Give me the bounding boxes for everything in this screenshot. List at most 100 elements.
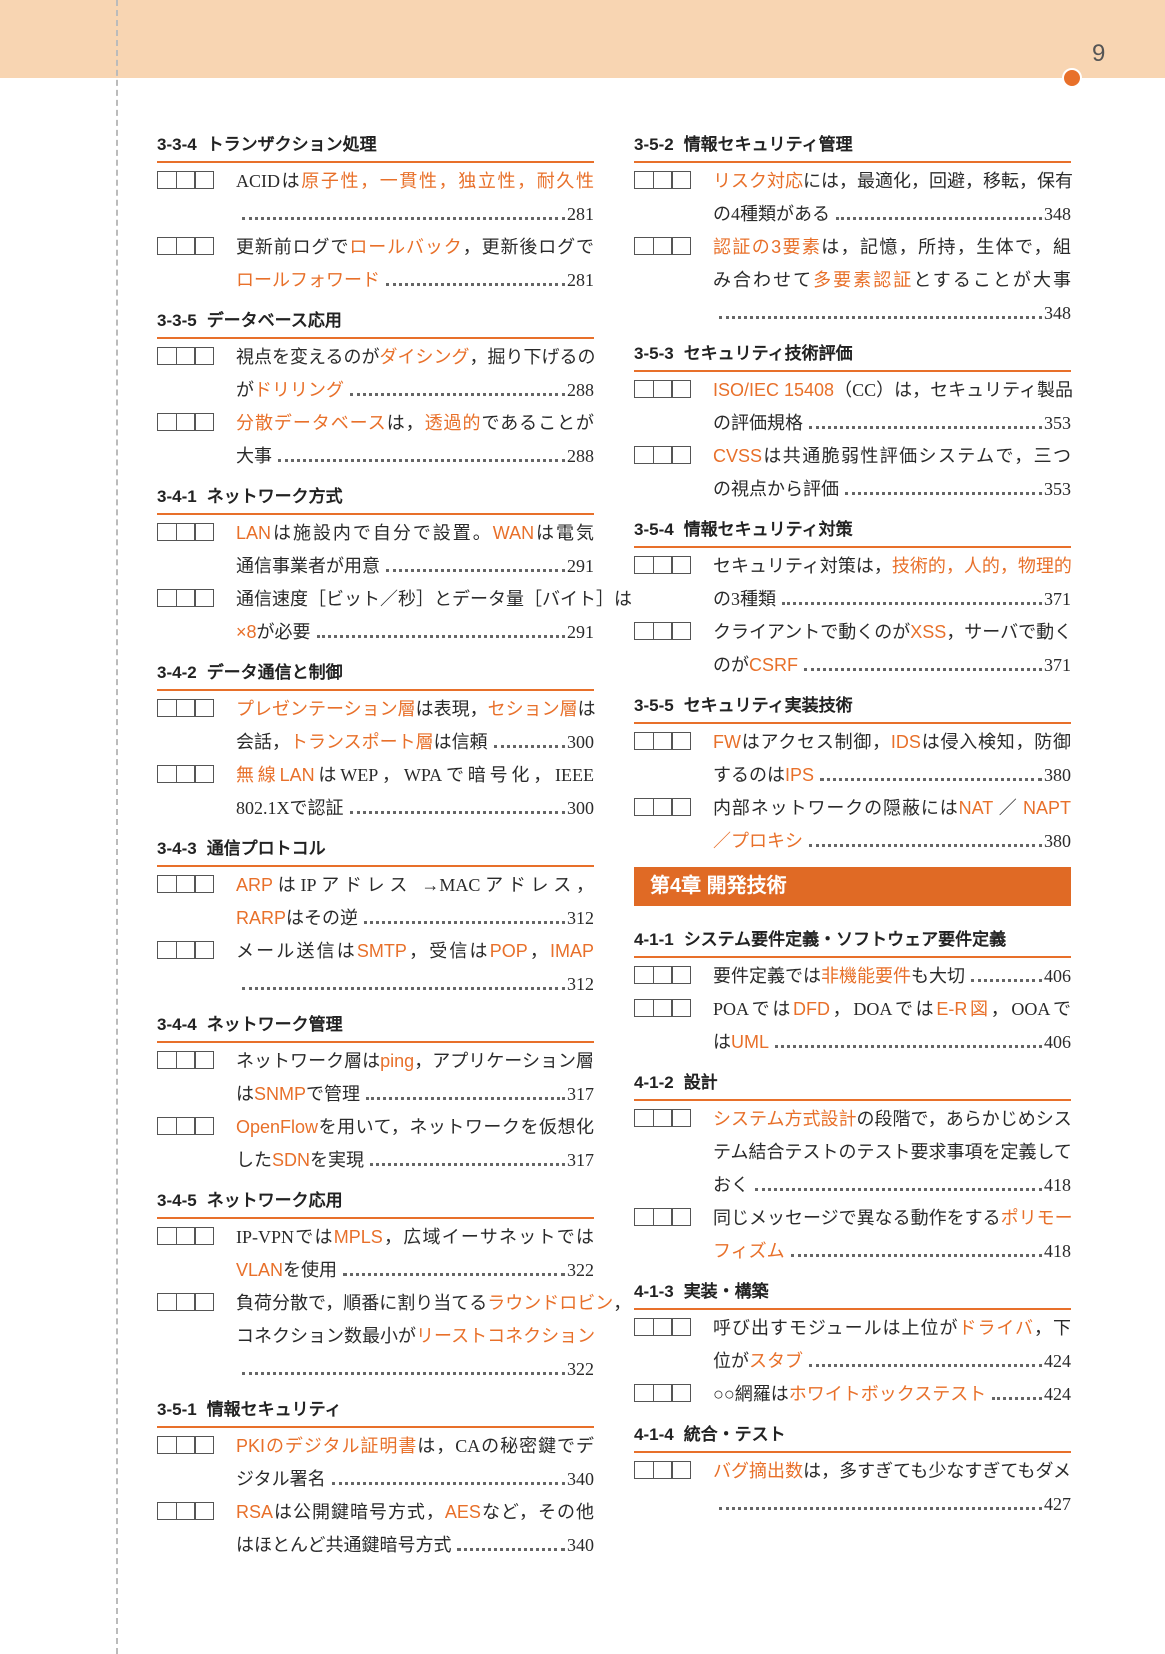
item-text: であることが xyxy=(481,413,594,433)
checkbox[interactable] xyxy=(634,237,654,255)
checkbox[interactable] xyxy=(634,1208,654,1226)
checkbox[interactable] xyxy=(194,699,214,717)
checkbox[interactable] xyxy=(194,765,214,783)
checkbox[interactable] xyxy=(157,347,177,365)
checkbox[interactable] xyxy=(652,171,673,189)
checkbox[interactable] xyxy=(157,523,177,541)
checkbox[interactable] xyxy=(175,523,196,541)
checkbox[interactable] xyxy=(157,237,177,255)
checkbox[interactable] xyxy=(634,556,654,574)
checkbox[interactable] xyxy=(634,999,654,1017)
item-text: セキュリティ対策は， xyxy=(713,556,892,576)
checkbox[interactable] xyxy=(175,1051,196,1069)
checkbox[interactable] xyxy=(671,556,691,574)
checkbox[interactable] xyxy=(175,1227,196,1245)
checkbox[interactable] xyxy=(194,1117,214,1135)
checkboxes xyxy=(157,941,214,959)
checkbox[interactable] xyxy=(652,556,673,574)
checkbox[interactable] xyxy=(671,237,691,255)
checkbox[interactable] xyxy=(157,875,177,893)
checkbox[interactable] xyxy=(157,1502,177,1520)
checkbox[interactable] xyxy=(175,1293,196,1311)
checkbox[interactable] xyxy=(194,941,214,959)
checkbox[interactable] xyxy=(652,1461,673,1479)
checkbox[interactable] xyxy=(194,347,214,365)
checkbox[interactable] xyxy=(634,732,654,750)
checkbox[interactable] xyxy=(671,999,691,1017)
checkbox[interactable] xyxy=(194,875,214,893)
checkbox[interactable] xyxy=(671,380,691,398)
checkbox[interactable] xyxy=(175,1502,196,1520)
checkbox[interactable] xyxy=(194,523,214,541)
checkbox[interactable] xyxy=(652,999,673,1017)
checkbox[interactable] xyxy=(194,413,214,431)
checkbox[interactable] xyxy=(175,589,196,607)
checkbox[interactable] xyxy=(175,875,196,893)
checkbox[interactable] xyxy=(175,699,196,717)
checkbox[interactable] xyxy=(671,1318,691,1336)
checkbox[interactable] xyxy=(194,1227,214,1245)
checkbox[interactable] xyxy=(194,1293,214,1311)
checkbox[interactable] xyxy=(671,622,691,640)
checkbox[interactable] xyxy=(634,171,654,189)
checkbox[interactable] xyxy=(194,1436,214,1454)
checkbox[interactable] xyxy=(175,237,196,255)
checkbox[interactable] xyxy=(671,798,691,816)
checkbox[interactable] xyxy=(634,1318,654,1336)
checkbox[interactable] xyxy=(634,446,654,464)
checkbox[interactable] xyxy=(175,413,196,431)
checkbox[interactable] xyxy=(157,941,177,959)
checkbox[interactable] xyxy=(652,237,673,255)
checkbox[interactable] xyxy=(157,171,177,189)
checkbox[interactable] xyxy=(157,1051,177,1069)
keyword-highlight: CVSS xyxy=(713,446,763,466)
checkbox[interactable] xyxy=(634,798,654,816)
checkbox[interactable] xyxy=(194,589,214,607)
checkbox[interactable] xyxy=(175,1436,196,1454)
checkbox[interactable] xyxy=(634,622,654,640)
checkbox[interactable] xyxy=(194,1502,214,1520)
checkbox[interactable] xyxy=(652,380,673,398)
checkbox[interactable] xyxy=(194,237,214,255)
checkbox[interactable] xyxy=(157,765,177,783)
checkbox[interactable] xyxy=(652,1208,673,1226)
checkbox[interactable] xyxy=(157,1227,177,1245)
checkbox[interactable] xyxy=(175,347,196,365)
checkbox[interactable] xyxy=(175,171,196,189)
checkbox[interactable] xyxy=(634,1384,654,1402)
checkbox[interactable] xyxy=(157,1436,177,1454)
checkbox[interactable] xyxy=(671,446,691,464)
checklist-item: クライアントで動くのがXSS，サーバで動く のが CSRF 371 xyxy=(634,616,1072,682)
checkbox[interactable] xyxy=(671,1208,691,1226)
checkbox[interactable] xyxy=(671,171,691,189)
checkbox[interactable] xyxy=(671,1384,691,1402)
checkbox[interactable] xyxy=(634,1461,654,1479)
checkbox[interactable] xyxy=(157,1293,177,1311)
checkbox[interactable] xyxy=(157,589,177,607)
checkbox[interactable] xyxy=(175,765,196,783)
checkbox[interactable] xyxy=(652,622,673,640)
checkbox[interactable] xyxy=(652,732,673,750)
checkbox[interactable] xyxy=(157,699,177,717)
checkbox[interactable] xyxy=(194,171,214,189)
checkbox[interactable] xyxy=(652,446,673,464)
checkbox[interactable] xyxy=(175,941,196,959)
checkbox[interactable] xyxy=(157,413,177,431)
checkbox[interactable] xyxy=(157,1117,177,1135)
checkbox[interactable] xyxy=(671,1461,691,1479)
checkbox[interactable] xyxy=(671,966,691,984)
checkbox[interactable] xyxy=(671,732,691,750)
checkbox[interactable] xyxy=(175,1117,196,1135)
checkbox[interactable] xyxy=(652,1109,673,1127)
checkbox[interactable] xyxy=(634,966,654,984)
checkbox[interactable] xyxy=(194,1051,214,1069)
checkbox[interactable] xyxy=(652,798,673,816)
checkbox[interactable] xyxy=(652,966,673,984)
checkbox[interactable] xyxy=(634,1109,654,1127)
checkbox[interactable] xyxy=(671,1109,691,1127)
keyword-highlight: リスク対応 xyxy=(713,171,803,191)
checkbox[interactable] xyxy=(652,1318,673,1336)
checkbox[interactable] xyxy=(652,1384,673,1402)
checkbox[interactable] xyxy=(634,380,654,398)
item-line: がドリリング 288 xyxy=(236,374,594,407)
